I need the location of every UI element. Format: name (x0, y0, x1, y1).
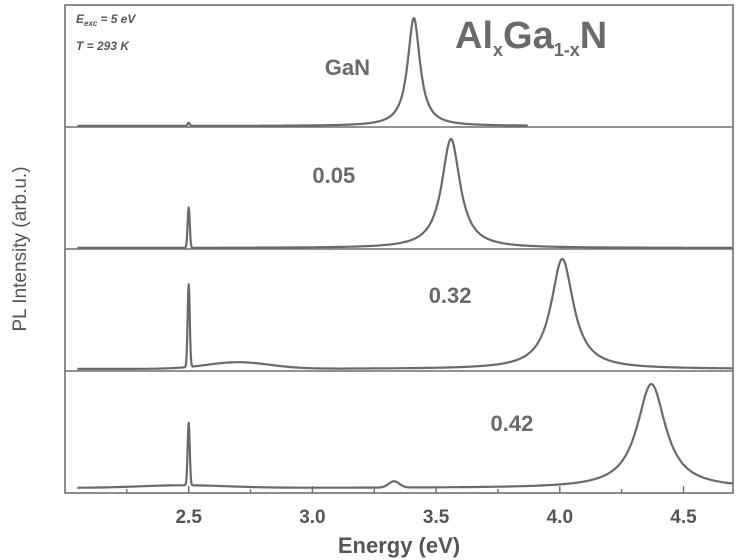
x-tick-label: 3.0 (299, 507, 325, 528)
excitation-energy: Eexc = 5 eV (76, 12, 136, 28)
series-line (76, 382, 734, 489)
series-label: 0.32 (429, 283, 472, 308)
series-label: 0.05 (312, 163, 355, 188)
series-labels: GaN 0.05 0.32 0.42 (312, 55, 533, 436)
x-tick-label: 4.5 (670, 507, 697, 528)
series-label: 0.42 (491, 411, 534, 436)
series-line (76, 137, 734, 249)
y-axis-label: PL Intensity (arb.u.) (10, 166, 31, 331)
series-line (76, 16, 529, 128)
x-axis-label: Energy (eV) (338, 533, 460, 558)
x-tick-label: 4.0 (547, 507, 573, 528)
x-axis: 2.5 3.0 3.5 4.0 4.5 (126, 486, 697, 528)
temperature: T = 293 K (76, 39, 130, 53)
x-tick-label: 3.5 (423, 507, 450, 528)
series-label: GaN (325, 55, 370, 80)
series-curves (76, 16, 734, 489)
x-tick-label: 2.5 (175, 507, 202, 528)
chart-title: AlxGa1-xN (455, 15, 607, 60)
series-line (76, 257, 734, 370)
